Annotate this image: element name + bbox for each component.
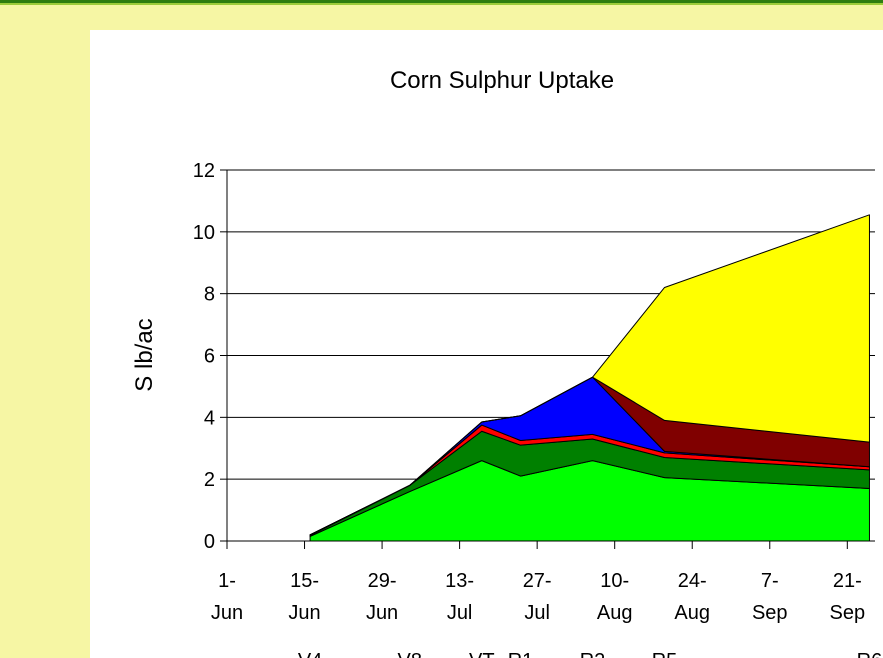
x-tick-label: 29-Jun (366, 570, 398, 624)
stage-label: VT (469, 650, 495, 658)
top-rule-light (0, 3, 883, 5)
x-tick-label: 15-Jun (288, 570, 320, 624)
top-rule (0, 0, 883, 3)
y-tick-label: 10 (193, 222, 215, 244)
x-tick-label: 27-Jul (523, 570, 552, 624)
stage-label: R1 (508, 650, 534, 658)
stage-label: V8 (398, 650, 422, 658)
stage-label: R2 (580, 650, 606, 658)
stage-label: V4 (298, 650, 322, 658)
x-tick-label: 10-Aug (597, 570, 633, 624)
x-tick-label: 24-Aug (674, 570, 710, 624)
y-tick-label: 6 (204, 346, 215, 368)
plot-area: 0 2 4 6 8 10 12 1-Jun 15-Jun 29-Jun 13-Jul 27-Jul 10… (193, 160, 883, 658)
y-axis-label: S lb/ac (131, 318, 158, 391)
stage-label: R6 (857, 650, 883, 658)
x-tick-label: 1-Jun (211, 570, 243, 624)
y-tick-label: 8 (204, 284, 215, 306)
stage-label: R5 (652, 650, 678, 658)
area (309, 214, 870, 536)
x-tick-label: 21-Sep (830, 570, 866, 624)
y-tick-label: 12 (193, 160, 215, 182)
y-tick-label: 4 (204, 407, 215, 429)
y-tick-label: 2 (204, 469, 215, 491)
chart-title: Corn Sulphur Uptake (390, 67, 614, 94)
y-tick-label: 0 (204, 531, 215, 553)
x-tick-label: 7-Sep (752, 570, 788, 624)
x-tick-label: 13-Jul (445, 570, 474, 624)
